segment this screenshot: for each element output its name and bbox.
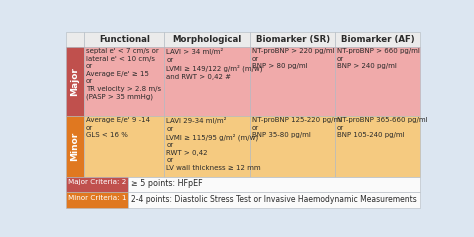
Bar bbox=[335, 32, 420, 47]
Text: Major: Major bbox=[71, 67, 80, 96]
Bar bbox=[128, 177, 420, 192]
Bar bbox=[335, 116, 420, 177]
Text: septal e' < 7 cm/s or
lateral e' < 10 cm/s
or
Average E/e' ≥ 15
or
TR velocity >: septal e' < 7 cm/s or lateral e' < 10 cm… bbox=[86, 48, 161, 100]
Bar bbox=[84, 47, 164, 116]
Bar bbox=[335, 47, 420, 116]
Text: Functional: Functional bbox=[99, 35, 150, 44]
Bar bbox=[66, 32, 84, 47]
Text: Biomarker (SR): Biomarker (SR) bbox=[255, 35, 329, 44]
Text: LAVI 29-34 ml/m²
or
LVMI ≥ 115/95 g/m² (m/w)
or
RWT > 0,42
or
LV wall thickness : LAVI 29-34 ml/m² or LVMI ≥ 115/95 g/m² (… bbox=[166, 117, 261, 171]
Text: Major Criteria: 2 points: Major Criteria: 2 points bbox=[68, 179, 150, 186]
Text: NT-proBNP > 660 pg/ml
or
BNP > 240 pg/ml: NT-proBNP > 660 pg/ml or BNP > 240 pg/ml bbox=[337, 48, 419, 69]
Bar bbox=[250, 47, 335, 116]
Bar bbox=[66, 116, 84, 177]
Text: NT-proBNP > 220 pg/ml
or
BNP > 80 pg/ml: NT-proBNP > 220 pg/ml or BNP > 80 pg/ml bbox=[252, 48, 335, 69]
Bar bbox=[128, 192, 420, 208]
Text: Minor Criteria: 1 point: Minor Criteria: 1 point bbox=[68, 195, 147, 201]
Bar bbox=[84, 116, 164, 177]
Bar bbox=[250, 32, 335, 47]
Text: 2-4 points: Diastolic Stress Test or Invasive Haemodynamic Measurements: 2-4 points: Diastolic Stress Test or Inv… bbox=[131, 195, 417, 204]
Bar bbox=[164, 47, 250, 116]
Text: LAVI > 34 ml/m²
or
LVMI ≥ 149/122 g/m² (m/w)
and RWT > 0,42 #: LAVI > 34 ml/m² or LVMI ≥ 149/122 g/m² (… bbox=[166, 48, 263, 80]
Text: Biomarker (AF): Biomarker (AF) bbox=[341, 35, 414, 44]
Text: ≥ 5 points: HFpEF: ≥ 5 points: HFpEF bbox=[131, 179, 202, 188]
Bar bbox=[164, 32, 250, 47]
Bar bbox=[250, 116, 335, 177]
Text: NT-proBNP 125-220 pg/ml
or
BNP 35-80 pg/ml: NT-proBNP 125-220 pg/ml or BNP 35-80 pg/… bbox=[252, 117, 342, 138]
Text: Morphological: Morphological bbox=[173, 35, 242, 44]
Bar bbox=[66, 177, 128, 192]
Bar bbox=[66, 192, 128, 208]
Bar bbox=[84, 32, 164, 47]
Text: Average E/e' 9 -14
or
GLS < 16 %: Average E/e' 9 -14 or GLS < 16 % bbox=[86, 117, 150, 138]
Bar bbox=[66, 47, 84, 116]
Text: Minor: Minor bbox=[71, 132, 80, 161]
Bar bbox=[164, 116, 250, 177]
Text: NT-proBNP 365-660 pg/ml
or
BNP 105-240 pg/ml: NT-proBNP 365-660 pg/ml or BNP 105-240 p… bbox=[337, 117, 428, 138]
